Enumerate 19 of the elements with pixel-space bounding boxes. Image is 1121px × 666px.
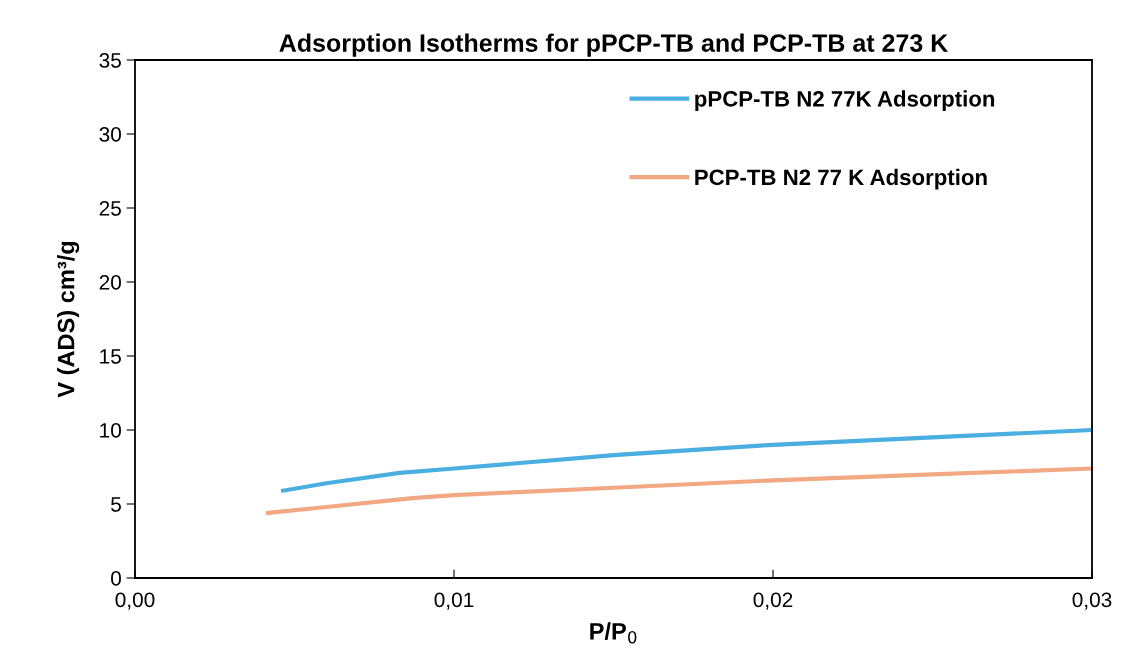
x-tick-label: 0,02: [753, 592, 793, 610]
legend-label: PCP-TB N2 77 K Adsorption: [695, 168, 987, 190]
legend-label: pPCP-TB N2 77K Adsorption: [695, 90, 995, 112]
y-tick-label: 20: [99, 275, 121, 290]
y-tick-label: 35: [99, 53, 121, 68]
x-tick-label: 0,00: [115, 592, 155, 610]
line-series: [265, 466, 1092, 515]
y-tick-label: 15: [100, 349, 121, 364]
y-tick-label: 5: [111, 497, 121, 512]
y-tick-label: 25: [99, 201, 121, 216]
x-tick-label: 0,01: [434, 592, 474, 610]
y-tick-label: 0: [111, 571, 121, 586]
y-tick-label: 30: [99, 127, 121, 142]
x-tick-label: 0,03: [1072, 592, 1112, 610]
x-axis-title: P/P$_{0}$: [590, 622, 637, 644]
y-tick-label: 10: [100, 423, 121, 438]
line-series: [280, 427, 1092, 493]
chart-title: Adsorption Isotherms for pPCP-TB and PCP-TB at 273 K: [279, 33, 949, 57]
y-axis-title: V (ADS) cm³/g: [57, 241, 80, 398]
